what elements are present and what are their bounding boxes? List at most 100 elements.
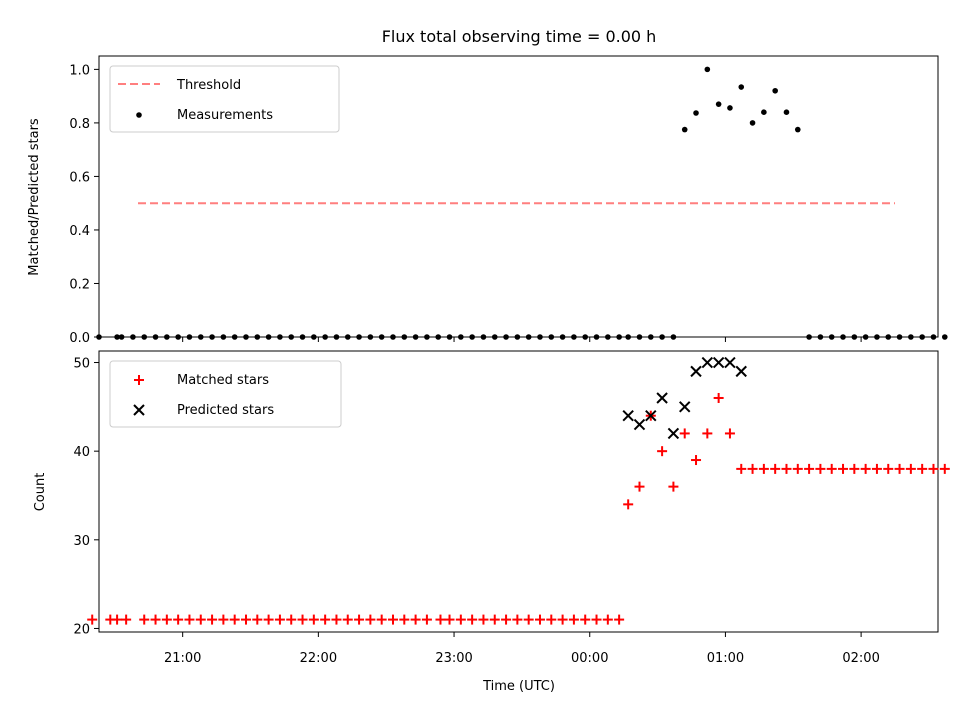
measurement-point (593, 334, 600, 340)
top-x-axis (182, 337, 862, 342)
matched-star-point (478, 614, 489, 625)
measurement-point (941, 334, 948, 340)
matched-star-point (161, 614, 172, 625)
y-tick-label: 50 (73, 357, 90, 372)
matched-star-point (557, 614, 568, 625)
measurement-point (435, 334, 442, 340)
measurement-point (322, 334, 328, 340)
matched-star-point (297, 614, 308, 625)
measurement-point (704, 66, 711, 73)
predicted-star-point (633, 418, 646, 431)
measurement-point (446, 334, 453, 340)
predicted-star-point (701, 356, 714, 369)
matched-star-point (512, 614, 523, 625)
matched-star-point (354, 614, 365, 625)
matched-star-point (399, 614, 410, 625)
measurement-point (908, 334, 914, 340)
measurement-point (378, 334, 385, 340)
measurement-point (130, 334, 136, 340)
matched-star-point (770, 463, 781, 474)
matched-star-point (121, 614, 132, 625)
legend-threshold-label: Threshold (176, 78, 241, 93)
measurement-point (636, 334, 643, 340)
matched-star-point (736, 463, 747, 474)
matched-star-point (523, 614, 534, 625)
matched-star-point (467, 614, 478, 625)
predicted-star-point (622, 410, 634, 422)
measurement-point (885, 334, 892, 340)
measurement-point (605, 334, 611, 340)
measurement-point (356, 334, 362, 340)
top-plot-marks (96, 66, 948, 340)
measurement-point (424, 334, 430, 340)
y-tick-label: 20 (73, 622, 90, 637)
legend-matched-label: Matched stars (177, 373, 269, 388)
matched-star-point (623, 499, 634, 510)
matched-star-point (917, 463, 928, 474)
measurement-point (164, 334, 170, 340)
matched-star-point (657, 446, 668, 457)
predicted-mark-b (667, 427, 680, 440)
measurement-point (491, 334, 498, 340)
matched-star-point (691, 455, 702, 466)
matched-star-point (207, 614, 218, 625)
matched-star-point (668, 481, 679, 492)
measurement-point (548, 334, 555, 340)
predicted-star-point (690, 365, 702, 378)
measurement-point (559, 334, 566, 340)
x-tick-label: 23:00 (435, 651, 472, 666)
matched-star-point (308, 614, 319, 625)
measurement-point (412, 334, 419, 340)
measurement-point (186, 334, 193, 340)
matched-star-point (263, 614, 274, 625)
measurement-point (616, 334, 622, 340)
measurement-point (693, 110, 699, 116)
top-legend: Threshold Measurements (109, 65, 340, 133)
legend-predicted-label: Predicted stars (177, 403, 274, 418)
predicted-mark-b (735, 365, 747, 378)
predicted-star-point (735, 365, 747, 378)
measurement-point (749, 120, 756, 126)
matched-star-point (173, 614, 184, 625)
predicted-star-point (656, 392, 668, 404)
matched-star-point (534, 614, 545, 625)
x-tick-label: 01:00 (707, 651, 744, 666)
measurement-point (862, 334, 869, 340)
matched-star-point (489, 614, 500, 625)
measurement-point (681, 126, 688, 133)
y-tick-label: 1.0 (69, 63, 90, 78)
matched-star-point (184, 614, 195, 625)
measurement-point (344, 334, 351, 340)
matched-star-point (634, 481, 645, 492)
x-tick-label: 00:00 (571, 651, 608, 666)
measurement-point (390, 334, 396, 340)
matched-star-point (435, 614, 446, 625)
matched-star-point (781, 463, 792, 474)
matched-star-point (87, 614, 98, 625)
measurement-point (401, 334, 408, 340)
measurement-point (874, 334, 880, 340)
top-legend-box (109, 65, 340, 133)
measurement-point (299, 334, 306, 340)
measurement-point (209, 334, 215, 340)
y-tick-label: 0.4 (69, 224, 90, 239)
predicted-mark-b (712, 356, 725, 369)
x-tick-label: 21:00 (164, 651, 201, 666)
legend-predicted-swatch (133, 404, 145, 416)
matched-star-point (139, 614, 150, 625)
matched-star-point (240, 614, 251, 625)
measurement-point (828, 334, 835, 340)
top-panel: 0.0 0.2 0.4 0.6 0.8 1.0 Matched/Predicted sta… (27, 55, 948, 346)
measurement-point (761, 109, 767, 115)
measurement-point (480, 334, 487, 340)
measurement-point (783, 109, 790, 115)
measurement-point (152, 334, 159, 340)
matched-star-point (218, 614, 229, 625)
measurement-point (851, 334, 858, 340)
bottom-legend-box (109, 360, 342, 428)
measurement-point (141, 334, 148, 340)
matched-star-point (804, 463, 815, 474)
measurement-point (114, 334, 120, 340)
